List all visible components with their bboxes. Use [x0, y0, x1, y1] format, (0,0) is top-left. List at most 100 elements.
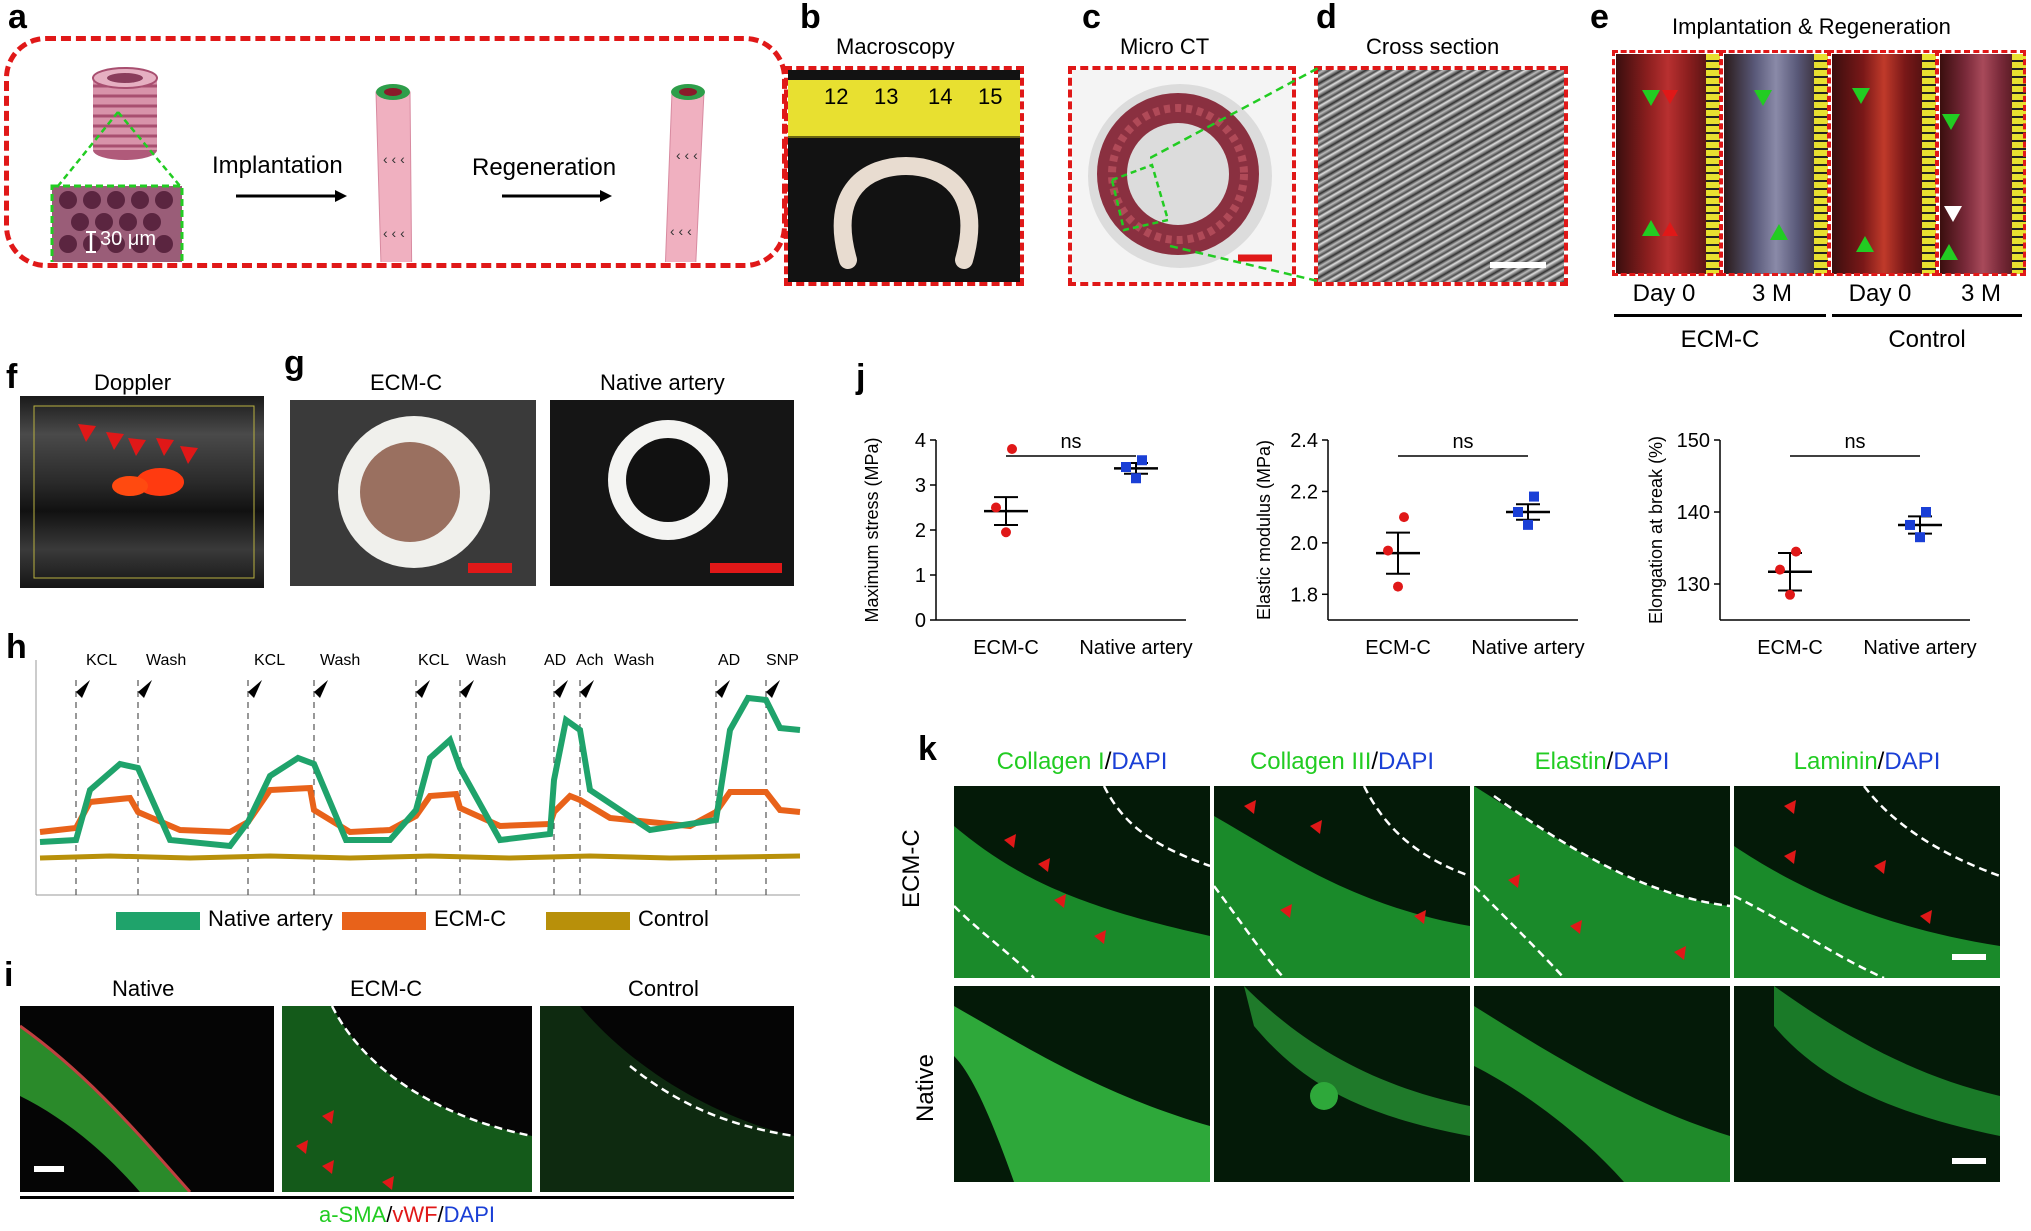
if-control	[540, 1006, 794, 1192]
svg-text:‹ ‹ ‹: ‹ ‹ ‹	[676, 147, 698, 163]
data-point	[1791, 546, 1801, 557]
trace-native	[39, 694, 801, 850]
stain-asma: a-SMA	[318, 1202, 387, 1227]
chart-elastic-modulus: 1.8 2.0 2.2 2.4 Elastic modulus (MPa) ECM-C Na…	[1254, 430, 1585, 659]
k-ecm-elastin	[1474, 786, 1730, 978]
stain-sep-2: /	[437, 1202, 444, 1227]
stain-dapi: DAPI	[443, 1202, 496, 1227]
h-event-kcl-2: KCL	[254, 652, 286, 669]
if-native	[20, 1006, 274, 1192]
k-sep-4: /	[1877, 748, 1885, 775]
chart-max-stress: 0 1 2 3 4 Maximum stress (MPa) ECM-C Native art…	[862, 430, 1193, 659]
e-time-2: 3 M	[1751, 280, 1792, 307]
macroscopy-photo: 12 13 14 15	[788, 70, 1020, 282]
i-title-control: Control	[628, 976, 699, 1001]
k-row-ecm: ECM-C	[898, 829, 925, 908]
surgery-photo-4	[1940, 54, 2026, 274]
surgery-photo-3	[1832, 54, 1936, 274]
data-point	[1399, 512, 1409, 523]
k-title-col1: Collagen I/DAPI	[954, 748, 1210, 776]
x-tick-label: Native artery	[1471, 637, 1584, 659]
k-ecm-collagen3	[1214, 786, 1470, 978]
i-title-native: Native	[112, 976, 175, 1001]
k-dapi-2: DAPI	[1378, 748, 1435, 775]
panel-label-h: h	[6, 628, 27, 666]
significance-label: ns	[1844, 431, 1865, 453]
k-stain-collagen1: Collagen I	[996, 748, 1105, 775]
x-tick-label: ECM-C	[1757, 637, 1823, 659]
k-sep-3: /	[1606, 748, 1614, 775]
svg-text:‹ ‹ ‹: ‹ ‹ ‹	[383, 151, 405, 167]
stain-sep-1: /	[386, 1202, 393, 1227]
k-title-col2: Collagen III/DAPI	[1214, 748, 1470, 776]
h-event-wash-1: Wash	[146, 652, 187, 669]
data-point	[1131, 473, 1141, 484]
data-point	[1915, 532, 1925, 543]
i-stain-legend: a-SMA/vWF/DAPI	[20, 1202, 794, 1228]
k-native-collagen3	[1214, 986, 1470, 1182]
macroscopy-frame	[784, 66, 1024, 286]
panel-label-d: d	[1316, 0, 1337, 36]
g-title-native: Native artery	[600, 370, 725, 395]
legend-label-ecm: ECM-C	[434, 906, 507, 931]
significance-label: ns	[1060, 431, 1081, 453]
k-sep-1: /	[1104, 748, 1112, 775]
e-group-ecm: ECM-C	[1680, 326, 1760, 353]
k-stain-collagen3: Collagen III	[1249, 748, 1372, 775]
y-tick-label: 1.8	[1290, 584, 1318, 606]
panel-label-b: b	[800, 0, 821, 36]
data-point	[1007, 444, 1017, 454]
y-tick-label: 130	[1677, 574, 1710, 596]
y-tick-label: 140	[1677, 502, 1710, 524]
legend-swatch-control	[546, 912, 630, 930]
ecm-crosssection-photo	[290, 400, 536, 586]
data-point	[1775, 564, 1785, 575]
data-point	[1137, 455, 1147, 466]
panel-label-g: g	[284, 344, 305, 382]
y-tick-label: 2.4	[1290, 430, 1318, 452]
k-sep-2: /	[1371, 748, 1379, 775]
panel-a-schematic: ‹ ‹ ‹ ‹ ‹ ‹ ‹ ‹ ‹ ‹ ‹ ‹	[50, 67, 705, 262]
h-event-snp: SNP	[766, 652, 799, 669]
surgery-frame-4	[1936, 50, 2026, 276]
k-dapi-4: DAPI	[1884, 748, 1941, 775]
panel-label-f: f	[6, 358, 18, 396]
graft-sample	[833, 156, 979, 269]
y-tick-label: 1	[915, 565, 926, 587]
tension-traces	[35, 660, 801, 896]
anastomosis-markers	[1642, 88, 1962, 260]
macroscopy-title: Macroscopy	[836, 34, 955, 59]
k-native-collagen1	[954, 986, 1210, 1182]
y-axis-label: Elastic modulus (MPa)	[1254, 440, 1274, 620]
i-underline	[20, 1196, 794, 1199]
significance-label: ns	[1452, 431, 1473, 453]
k-native-elastin	[1474, 986, 1730, 1182]
microct-image	[1072, 70, 1292, 282]
data-point	[1383, 545, 1393, 556]
k-title-col4: Laminin/DAPI	[1734, 748, 2000, 776]
y-tick-label: 3	[915, 475, 926, 497]
data-point	[991, 502, 1001, 513]
ruler-tick-14: 14	[928, 84, 953, 109]
h-event-ad-1: AD	[544, 652, 567, 669]
y-tick-label: 2.0	[1290, 533, 1318, 555]
panel-label-e: e	[1590, 0, 1609, 36]
y-tick-label: 2	[915, 520, 926, 542]
data-point	[1905, 519, 1915, 530]
svg-text:‹ ‹ ‹: ‹ ‹ ‹	[670, 223, 692, 239]
panel-label-i: i	[4, 956, 14, 994]
legend-label-native: Native artery	[208, 906, 333, 931]
doppler-image	[20, 396, 264, 588]
y-tick-label: 4	[915, 430, 926, 452]
stain-vwf: vWF	[392, 1202, 438, 1227]
h-event-wash-4: Wash	[614, 652, 655, 669]
h-event-wash-2: Wash	[320, 652, 361, 669]
regeneration-label: Regeneration	[472, 154, 617, 181]
k-dapi-1: DAPI	[1111, 748, 1168, 775]
panel-label-j: j	[856, 358, 866, 396]
e-time-4: 3 M	[1960, 280, 2001, 307]
k-dapi-3: DAPI	[1613, 748, 1670, 775]
ruler: 12 13 14 15	[788, 80, 1020, 138]
sem-image	[1318, 70, 1564, 282]
h-event-kcl-1: KCL	[86, 652, 118, 669]
